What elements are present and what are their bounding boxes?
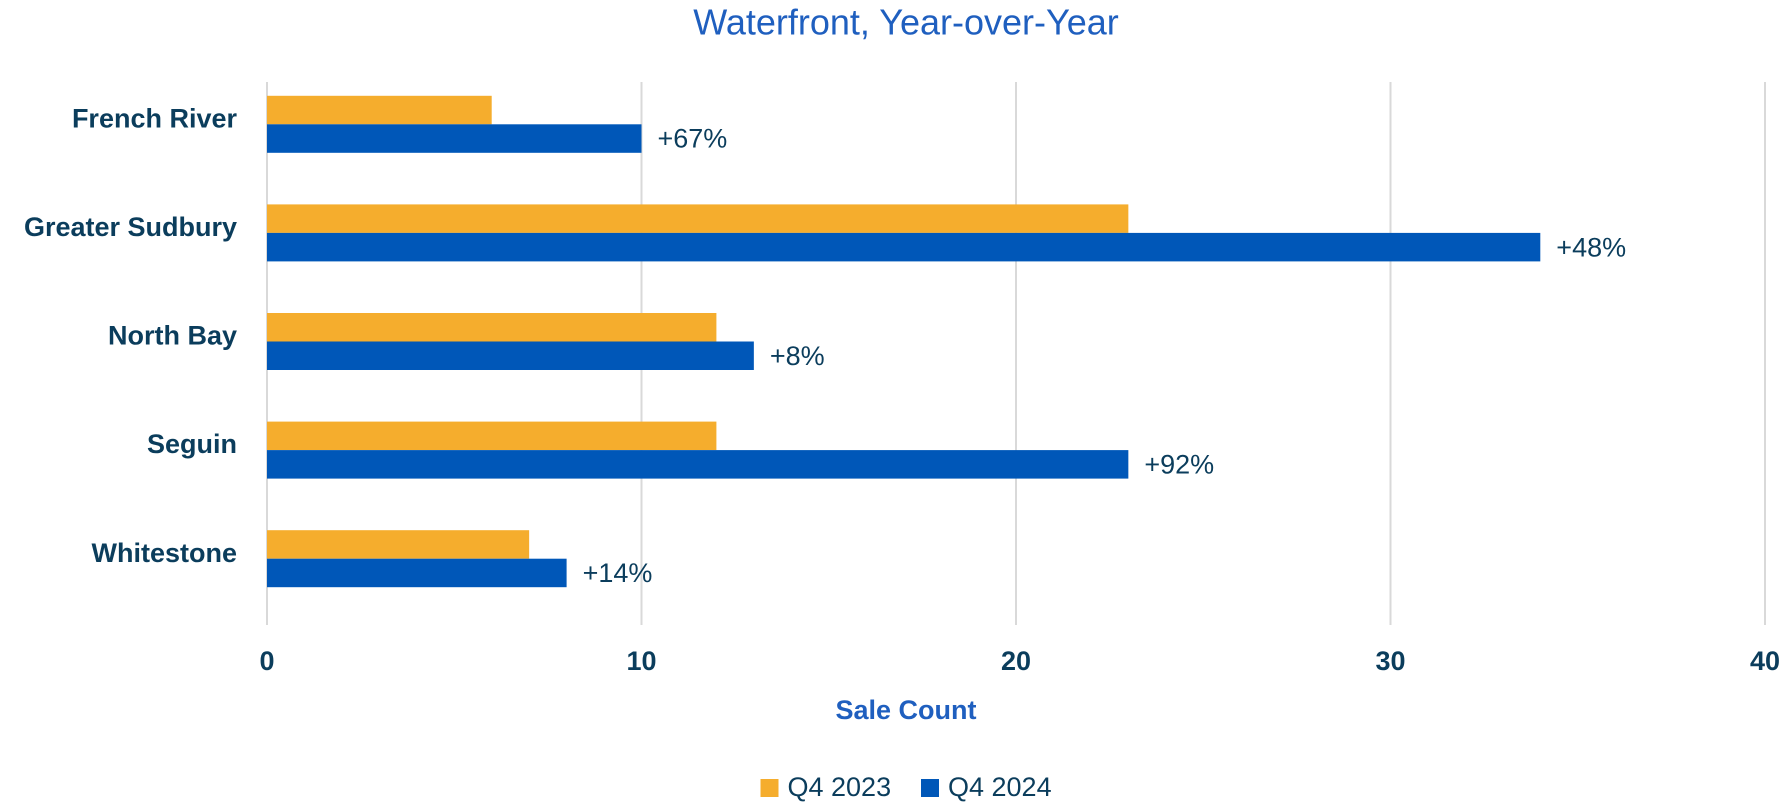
y-tick-label: Whitestone xyxy=(92,538,238,568)
change-label: +8% xyxy=(770,341,825,371)
legend-label: Q4 2024 xyxy=(948,772,1052,802)
legend-swatch xyxy=(760,779,779,797)
x-tick-label: 30 xyxy=(1375,646,1405,676)
y-tick-label: French River xyxy=(72,103,238,133)
bar xyxy=(267,204,1129,233)
bar xyxy=(267,95,492,125)
y-tick-label: Greater Sudbury xyxy=(24,212,237,242)
legend-swatch xyxy=(921,779,939,797)
bar xyxy=(267,124,642,153)
chart-title: Waterfront, Year-over-Year xyxy=(693,2,1119,43)
x-tick-label: 0 xyxy=(259,646,274,676)
change-label: +48% xyxy=(1556,232,1626,262)
bar xyxy=(267,313,717,342)
change-label: +92% xyxy=(1144,449,1214,479)
x-tick-label: 20 xyxy=(1001,646,1031,676)
y-tick-label: North Bay xyxy=(108,321,237,351)
change-label: +67% xyxy=(658,124,728,154)
y-tick-label: Seguin xyxy=(147,429,237,459)
x-tick-label: 40 xyxy=(1750,646,1780,676)
bar xyxy=(267,450,1129,479)
change-label: +14% xyxy=(583,558,653,588)
bar xyxy=(267,421,717,451)
bar xyxy=(267,341,754,370)
x-axis-title: Sale Count xyxy=(835,695,976,725)
bar xyxy=(267,530,530,559)
bar xyxy=(267,232,1541,262)
bar xyxy=(267,558,567,588)
x-tick-label: 10 xyxy=(626,646,656,676)
legend-label: Q4 2023 xyxy=(788,772,892,802)
